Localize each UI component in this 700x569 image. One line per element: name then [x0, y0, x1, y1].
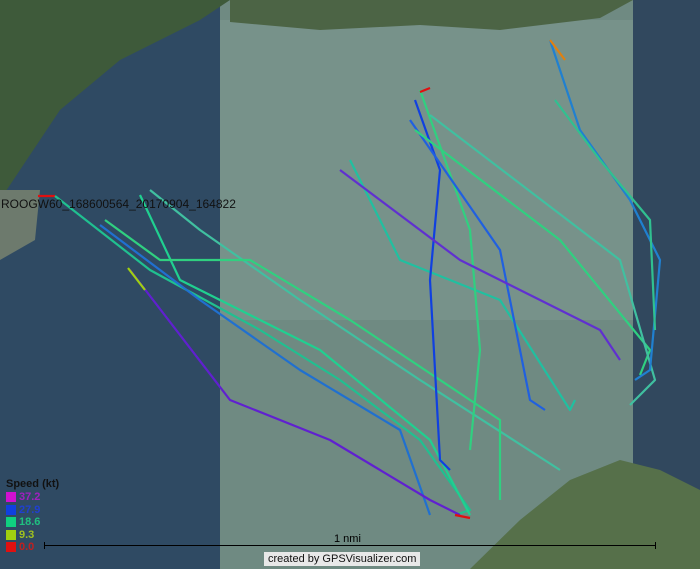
legend-item: 18.6: [6, 516, 59, 529]
scale-label: 1 nmi: [334, 533, 361, 545]
legend-swatch: [6, 517, 16, 528]
land-southeast: [470, 460, 700, 569]
legend-swatch: [6, 492, 16, 503]
legend-swatch: [6, 529, 16, 540]
scale-bar: 1 nmi: [44, 533, 656, 549]
legend-item: 9.3: [6, 529, 59, 542]
gps-track[interactable]: [38, 39, 662, 520]
land-northwest: [0, 0, 230, 200]
legend-item: 37.2: [6, 491, 59, 504]
legend-swatch: [6, 504, 16, 515]
legend-item: 27.9: [6, 504, 59, 517]
track-name-label: ROOGW60_168600564_20170904_164822: [1, 197, 236, 211]
legend-swatch: [6, 542, 16, 553]
legend-title: Speed (kt): [6, 478, 60, 490]
credit-text[interactable]: created by GPSVisualizer.com: [264, 552, 421, 566]
legend-item: 0.0: [6, 541, 59, 554]
land-north: [230, 0, 633, 30]
speed-legend: Speed (kt) 37.2 27.9 18.6 9.3 0.0: [6, 478, 59, 554]
